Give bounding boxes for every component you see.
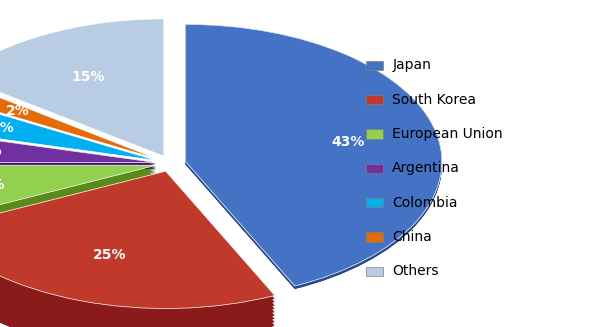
Text: 7%: 7%: [0, 178, 5, 192]
Text: Colombia: Colombia: [392, 196, 458, 210]
Wedge shape: [0, 165, 156, 224]
Wedge shape: [0, 177, 156, 235]
Wedge shape: [0, 133, 156, 167]
Wedge shape: [0, 130, 156, 164]
Wedge shape: [0, 132, 156, 166]
Wedge shape: [0, 171, 156, 229]
Wedge shape: [0, 19, 164, 156]
Wedge shape: [0, 129, 156, 164]
Wedge shape: [0, 181, 274, 318]
Wedge shape: [0, 128, 156, 163]
Wedge shape: [0, 182, 156, 241]
Wedge shape: [0, 131, 156, 166]
Wedge shape: [0, 198, 274, 327]
Wedge shape: [0, 131, 156, 165]
Wedge shape: [0, 184, 274, 322]
Text: China: China: [392, 230, 432, 244]
Wedge shape: [0, 215, 274, 327]
Wedge shape: [185, 27, 442, 289]
Wedge shape: [185, 27, 442, 289]
Text: 43%: 43%: [331, 135, 365, 149]
Wedge shape: [0, 129, 156, 163]
Wedge shape: [0, 94, 157, 161]
Wedge shape: [0, 188, 274, 325]
Text: 4%: 4%: [0, 144, 2, 158]
Wedge shape: [0, 178, 156, 236]
Wedge shape: [0, 169, 156, 228]
Wedge shape: [0, 174, 156, 232]
Wedge shape: [185, 27, 442, 289]
Wedge shape: [0, 165, 156, 224]
Text: 15%: 15%: [71, 70, 105, 84]
Wedge shape: [185, 27, 442, 288]
Wedge shape: [0, 128, 156, 163]
Bar: [366, 198, 383, 207]
Wedge shape: [185, 26, 442, 288]
Wedge shape: [0, 132, 156, 167]
Wedge shape: [185, 26, 442, 287]
Wedge shape: [0, 172, 156, 231]
Wedge shape: [0, 195, 274, 327]
Wedge shape: [0, 134, 156, 168]
Wedge shape: [0, 183, 156, 242]
Wedge shape: [0, 205, 274, 327]
Bar: [366, 129, 383, 139]
Wedge shape: [0, 201, 274, 327]
Bar: [366, 95, 383, 104]
Wedge shape: [0, 208, 274, 327]
Wedge shape: [0, 167, 156, 225]
Wedge shape: [185, 26, 442, 287]
Wedge shape: [185, 25, 442, 286]
Wedge shape: [0, 168, 156, 227]
Text: Japan: Japan: [392, 59, 431, 72]
Wedge shape: [185, 25, 442, 287]
Wedge shape: [0, 175, 156, 233]
Bar: [366, 267, 383, 276]
Bar: [366, 164, 383, 173]
Wedge shape: [185, 25, 442, 286]
Wedge shape: [0, 78, 158, 159]
Wedge shape: [0, 185, 156, 243]
Wedge shape: [0, 218, 274, 327]
Wedge shape: [0, 175, 274, 312]
Wedge shape: [0, 191, 274, 327]
Wedge shape: [0, 179, 156, 238]
Wedge shape: [0, 171, 274, 309]
Text: 4%: 4%: [0, 121, 13, 135]
Wedge shape: [185, 25, 442, 287]
Text: European Union: European Union: [392, 127, 503, 141]
Wedge shape: [0, 211, 274, 327]
Wedge shape: [0, 133, 156, 168]
Wedge shape: [185, 26, 442, 287]
Bar: [366, 232, 383, 242]
Wedge shape: [0, 178, 274, 315]
Text: Argentina: Argentina: [392, 162, 460, 175]
Wedge shape: [0, 131, 156, 165]
Text: 2%: 2%: [5, 104, 29, 118]
Text: Others: Others: [392, 265, 439, 278]
Bar: [366, 61, 383, 70]
Wedge shape: [0, 134, 156, 169]
Text: 25%: 25%: [93, 248, 126, 262]
Text: South Korea: South Korea: [392, 93, 476, 107]
Wedge shape: [0, 135, 156, 169]
Wedge shape: [0, 130, 156, 164]
Wedge shape: [185, 26, 442, 288]
Wedge shape: [185, 25, 442, 286]
Wedge shape: [185, 26, 442, 288]
Wedge shape: [0, 171, 274, 309]
Wedge shape: [0, 181, 156, 239]
Wedge shape: [185, 25, 442, 286]
